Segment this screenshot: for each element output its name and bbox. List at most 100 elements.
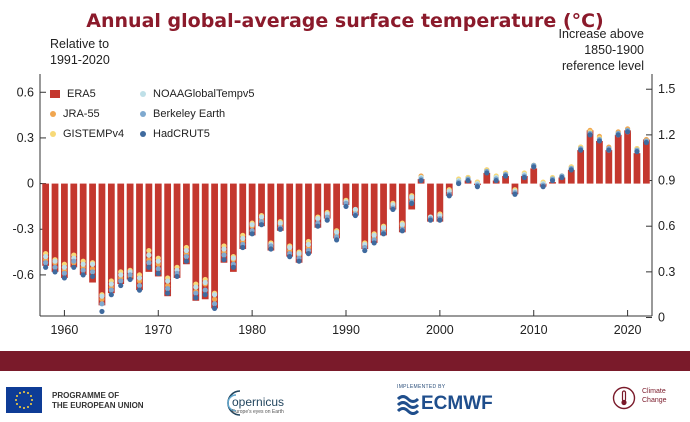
era5-bar (276, 183, 284, 231)
noaaglobaltempv5-point (221, 246, 227, 252)
x-tick-label: 1960 (50, 323, 78, 337)
x-tick-label: 1980 (238, 323, 266, 337)
hadcrut5-point (80, 272, 86, 278)
era5-bar (201, 183, 209, 300)
hadcrut5-point (634, 149, 640, 155)
noaaglobaltempv5-point (380, 225, 387, 231)
hadcrut5-point (587, 132, 593, 138)
berkeley-earth-point (71, 258, 77, 264)
era5-bar (248, 183, 256, 236)
hadcrut5-point (287, 254, 293, 260)
climate-change-logo-icon (612, 386, 636, 410)
berkeley-earth-point (146, 260, 152, 266)
noaaglobaltempv5-point (146, 252, 152, 258)
legend-swatch-gistemp (50, 131, 56, 138)
hadcrut5-point (446, 193, 452, 199)
hadcrut5-point (118, 282, 124, 289)
gistempv4-point (146, 247, 152, 254)
berkeley-earth-point (43, 260, 49, 266)
jra-55-point (211, 296, 218, 302)
hadcrut5-point (606, 147, 612, 153)
eu-flag-icon (6, 387, 42, 413)
hadcrut5-point (305, 250, 312, 257)
ecmwf-name: ECMWF (421, 393, 493, 414)
left-axis-label: Relative to 1991-2020 (50, 36, 110, 68)
hadcrut5-point (615, 132, 621, 138)
era5-bar (286, 183, 294, 257)
eu-programme-text: PROGRAMME OF THE EUROPEAN UNION (52, 391, 144, 411)
hadcrut5-point (512, 191, 518, 197)
x-tick-label: 1990 (332, 323, 360, 337)
c3s-line2: Change (642, 397, 667, 404)
era5-bar (305, 183, 312, 254)
hadcrut5-point (390, 206, 396, 213)
noaaglobaltempv5-point (277, 220, 283, 226)
noaaglobaltempv5-point (43, 254, 49, 260)
hadcrut5-point (427, 217, 434, 223)
era5-bar (398, 183, 406, 233)
berkeley-earth-point (61, 270, 68, 276)
legend-swatch-jra55 (50, 111, 56, 118)
legend-swatch-era5 (50, 90, 60, 99)
noaaglobaltempv5-point (52, 258, 58, 264)
hadcrut5-point (474, 184, 481, 190)
noaaglobaltempv5-point (193, 284, 199, 290)
era5-bar (342, 183, 350, 205)
era5-bar (173, 183, 181, 278)
berkeley-earth-point (127, 272, 133, 278)
legend-item-hadcrut: HadCRUT5 (140, 128, 210, 140)
berkeley-earth-point (136, 282, 143, 289)
noaaglobaltempv5-point (399, 222, 405, 228)
hadcrut5-point (352, 212, 358, 219)
berkeley-earth-point (80, 267, 86, 273)
y-tick-label: -0.3 (12, 222, 34, 236)
legend-label-jra55: JRA-55 (63, 108, 100, 120)
hadcrut5-point (371, 240, 377, 246)
hadcrut5-point (146, 264, 152, 270)
hadcrut5-point (52, 269, 58, 275)
berkeley-earth-point (118, 278, 124, 284)
noaaglobaltempv5-point (305, 241, 312, 248)
y2-tick-label: 0 (658, 311, 665, 325)
era5-bar (229, 183, 237, 272)
era5-bar (89, 183, 96, 283)
copernicus-logo-icon (227, 390, 241, 416)
era5-bar (614, 134, 622, 184)
hadcrut5-point (43, 264, 49, 270)
hadcrut5-point (174, 273, 180, 280)
legend-label-noaa: NOAAGlobalTempv5 (153, 88, 255, 100)
hadcrut5-point (399, 228, 405, 234)
legend-label-hadcrut: HadCRUT5 (153, 128, 210, 140)
hadcrut5-point (343, 203, 349, 210)
left-axis-label-line2: 1991-2020 (50, 53, 110, 67)
era5-bar (586, 130, 594, 184)
era5-bar (239, 183, 247, 250)
x-tick-label: 2000 (426, 323, 454, 337)
era5-bar (154, 183, 162, 277)
era5-bar (164, 183, 172, 297)
hadcrut5-point (521, 174, 527, 181)
noaaglobaltempv5-point (409, 194, 415, 200)
y-tick-label: 0 (27, 177, 34, 191)
berkeley-earth-point (99, 301, 105, 307)
era5-bar (183, 183, 190, 265)
noaaglobaltempv5-point (249, 222, 255, 228)
hadcrut5-point (193, 295, 199, 301)
hadcrut5-point (165, 290, 171, 296)
x-tick-label: 2010 (520, 323, 548, 337)
noaaglobaltempv5-point (80, 261, 86, 267)
right-axis-label-line1: Increase above (558, 27, 644, 41)
era5-bar (567, 169, 575, 184)
era5-bar (427, 183, 434, 222)
hadcrut5-point (418, 177, 424, 184)
era5-bar (577, 150, 585, 184)
hadcrut5-point (324, 217, 330, 223)
hadcrut5-point (559, 174, 565, 181)
noaaglobaltempv5-point (334, 229, 340, 235)
left-axis-label-line1: Relative to (50, 37, 110, 51)
berkeley-earth-point (193, 290, 199, 296)
legend-item-jra55: JRA-55 (50, 108, 100, 120)
berkeley-earth-point (221, 252, 227, 258)
era5-bar (136, 183, 143, 291)
era5-bar (220, 183, 228, 263)
